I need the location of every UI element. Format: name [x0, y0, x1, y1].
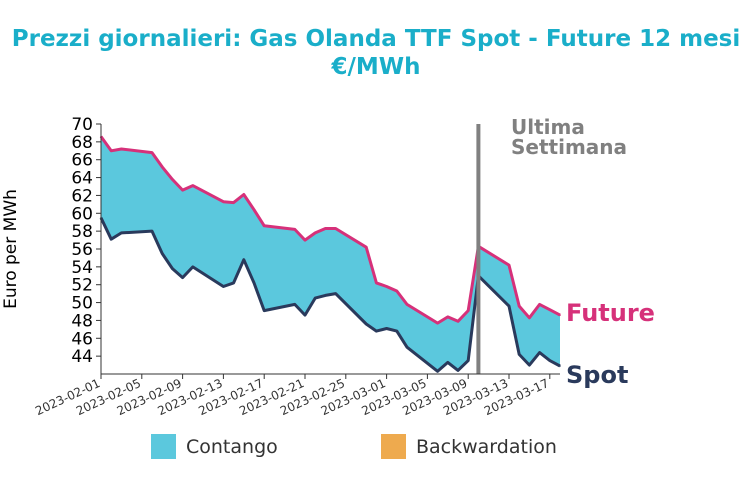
y-tick-label: 56	[71, 240, 93, 260]
y-tick-label: 68	[71, 133, 93, 153]
data-point-future	[538, 303, 541, 306]
data-point-future	[181, 189, 184, 191]
y-tick-label: 52	[71, 276, 93, 296]
data-point-future	[161, 166, 163, 168]
legend-label-contango: Contango	[186, 436, 278, 458]
contango-area	[101, 136, 560, 372]
y-tick-label: 46	[71, 329, 93, 349]
data-point-future	[508, 264, 510, 266]
data-point-future	[549, 308, 551, 311]
y-tick-label: 54	[71, 258, 93, 278]
data-point-future	[151, 151, 153, 154]
data-point-future	[304, 239, 306, 241]
data-point-future	[294, 228, 296, 231]
legend-swatch-contango	[151, 434, 176, 459]
end-label-spot: Spot	[566, 361, 628, 389]
y-tick-label: 64	[71, 169, 93, 189]
data-point-spot	[365, 323, 368, 325]
data-point-future	[263, 225, 266, 227]
data-point-spot	[253, 282, 255, 284]
y-tick-label: 48	[71, 311, 93, 331]
data-point-future	[559, 314, 561, 316]
data-point-spot	[549, 359, 551, 362]
data-point-future	[253, 208, 255, 211]
data-point-future	[375, 282, 378, 284]
y-tick-label: 58	[71, 222, 93, 242]
data-point-future	[385, 285, 388, 288]
y-tick-label: 70	[71, 115, 93, 135]
data-point-future	[406, 303, 408, 306]
y-tick-label: 66	[71, 151, 93, 171]
series-line-spot	[99, 217, 561, 373]
data-point-spot	[232, 282, 235, 284]
data-point-spot	[243, 258, 245, 261]
data-point-spot	[457, 369, 459, 372]
data-point-future	[192, 184, 194, 187]
data-point-spot	[447, 361, 449, 364]
data-point-future	[171, 178, 174, 181]
data-point-future	[222, 200, 225, 203]
data-point-future	[447, 316, 449, 318]
data-point-spot	[192, 266, 194, 268]
data-point-spot	[538, 351, 541, 354]
data-point-spot	[559, 365, 561, 367]
y-tick-label: 60	[71, 204, 93, 224]
data-point-future	[110, 150, 112, 152]
data-point-future	[365, 246, 368, 248]
data-point-spot	[396, 330, 398, 332]
end-label-future: Future	[566, 299, 655, 327]
data-point-spot	[151, 230, 153, 232]
y-tick-label: 44	[71, 347, 93, 367]
data-point-spot	[436, 370, 439, 373]
data-point-future	[120, 148, 123, 150]
y-axis-label: Euro per MWh	[1, 189, 21, 309]
data-point-spot	[120, 232, 123, 234]
data-point-future	[518, 305, 520, 307]
data-point-spot	[508, 305, 510, 307]
data-point-future	[243, 193, 245, 196]
data-point-spot	[314, 297, 317, 299]
data-point-future	[334, 227, 337, 230]
data-point-spot	[171, 267, 174, 270]
chart-title-line-2: €/MWh	[330, 54, 420, 80]
legend: Contango Backwardation	[151, 434, 557, 459]
y-tick-label: 50	[71, 294, 93, 314]
series-line-future	[99, 135, 561, 325]
data-point-future	[457, 320, 459, 323]
data-point-spot	[375, 330, 378, 332]
y-tick-label: 62	[71, 186, 93, 206]
data-point-future	[528, 317, 531, 319]
data-point-spot	[467, 359, 470, 362]
annotation-ultima: Ultima	[511, 115, 585, 139]
data-point-spot	[304, 314, 306, 316]
data-point-spot	[161, 252, 163, 255]
data-point-future	[436, 322, 439, 324]
data-point-future	[314, 232, 317, 234]
data-point-spot	[110, 238, 112, 240]
data-point-spot	[518, 353, 520, 356]
data-point-spot	[528, 364, 531, 366]
plot-area: 44464850525456586062646668702023-02-0120…	[33, 115, 561, 418]
legend-label-backwardation: Backwardation	[416, 436, 557, 458]
data-point-future	[324, 227, 327, 230]
data-point-spot	[385, 327, 388, 330]
data-point-future	[396, 290, 398, 292]
legend-swatch-backwardation	[381, 434, 406, 459]
annotation-settimana: Settimana	[511, 135, 627, 159]
data-point-spot	[406, 346, 408, 349]
data-point-spot	[181, 276, 184, 279]
data-point-future	[232, 201, 235, 204]
data-point-spot	[263, 309, 266, 312]
data-point-spot	[324, 294, 327, 297]
data-point-spot	[294, 303, 296, 306]
data-point-spot	[222, 285, 225, 288]
data-point-spot	[334, 292, 337, 295]
chart-title-line-1: Prezzi giornalieri: Gas Olanda TTF Spot …	[12, 26, 741, 52]
data-point-future	[467, 309, 470, 312]
